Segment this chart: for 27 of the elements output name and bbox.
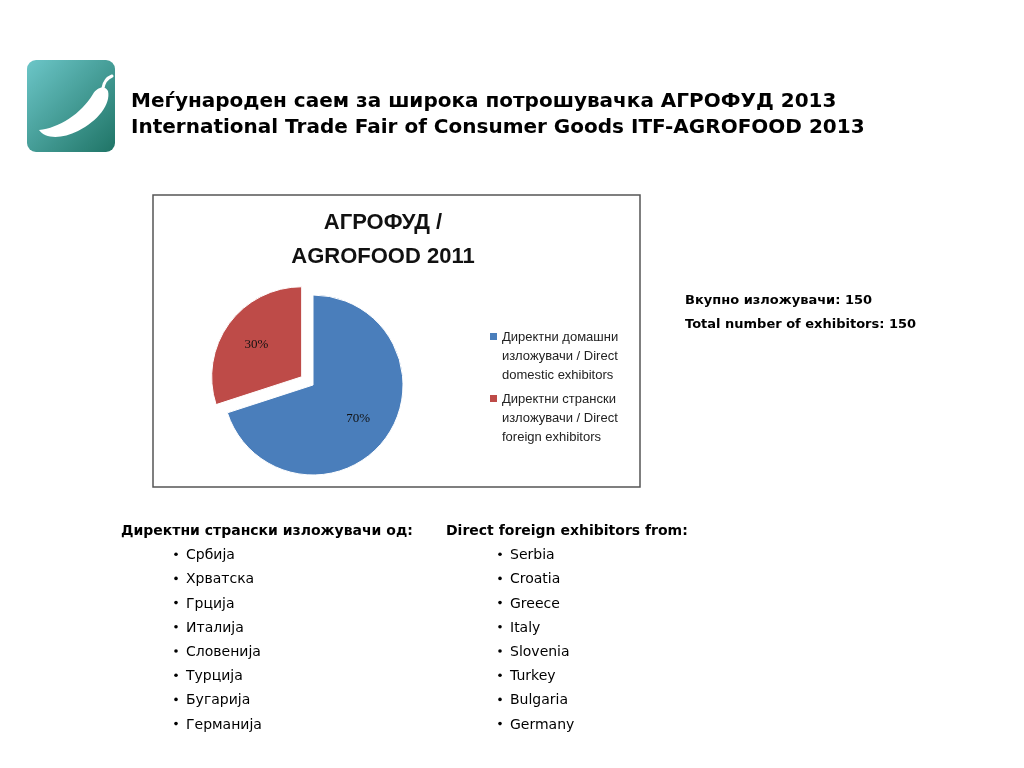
text: Croatia xyxy=(510,570,561,587)
text: Germany xyxy=(510,715,575,732)
text: International Trade Fair of Consumer Goods ITF-AGROFOOD 2013 xyxy=(131,114,865,138)
legend-label: Директни странски изложувачи / Direct foreign exhibitors xyxy=(502,391,619,444)
text: Slovenia xyxy=(510,643,570,659)
text: Turkey xyxy=(509,667,556,684)
text: Србија xyxy=(186,546,235,563)
text: Greece xyxy=(510,594,560,611)
text: Total number of exhibitors: 150 xyxy=(685,316,917,331)
text: Вкупно изложувачи: 150 xyxy=(685,292,873,307)
text: Меѓународен саем за широка потрошувачка АГРОФУД 2013 xyxy=(131,88,837,112)
data-label: 30% xyxy=(244,335,269,351)
text: Хрватска xyxy=(186,570,255,587)
text: Direct foreign exhibitors from: xyxy=(446,522,688,538)
text: Bulgaria xyxy=(510,691,569,708)
text: Бугарија xyxy=(186,691,251,708)
text: Italy xyxy=(510,618,541,635)
text: Грција xyxy=(186,594,235,611)
legend-label: Директни домашни изложувачи / Direct domestic exhibitors xyxy=(502,329,619,382)
text: Словенија xyxy=(186,643,261,659)
chart-title: АГРОФУД / AGROFOOD 2011 xyxy=(291,209,475,268)
text: Serbia xyxy=(510,546,555,563)
data-label: 70% xyxy=(346,409,371,425)
text: Турција xyxy=(185,667,243,684)
text: Директни странски изложувачи од: xyxy=(121,522,413,538)
text: Италија xyxy=(186,618,244,635)
text: Германија xyxy=(186,715,262,732)
